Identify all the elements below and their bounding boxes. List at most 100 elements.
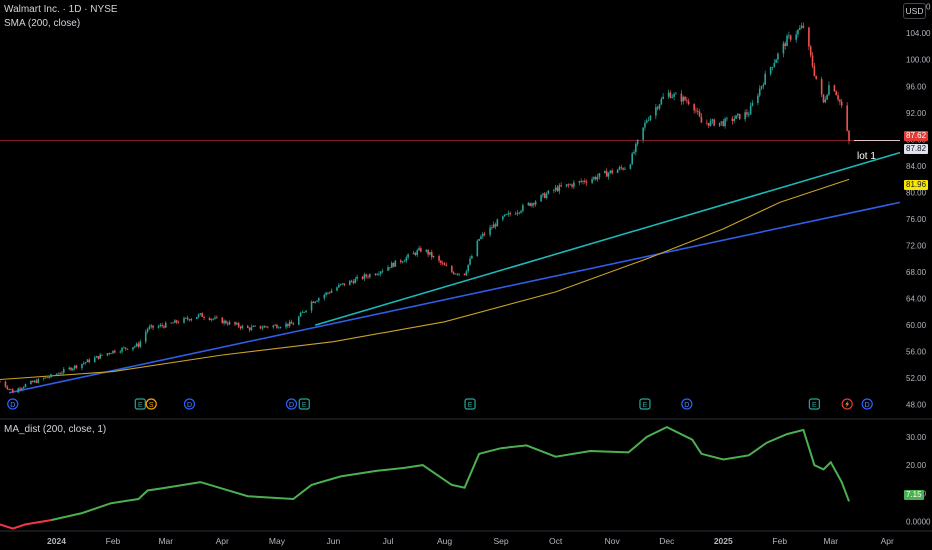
candle-body bbox=[148, 326, 151, 329]
trend-lines bbox=[0, 140, 901, 394]
currency-button[interactable]: USD bbox=[903, 3, 926, 19]
candle-body bbox=[341, 283, 344, 285]
candle-body bbox=[84, 362, 87, 364]
candle-body bbox=[611, 170, 613, 173]
sma-indicator-label[interactable]: SMA (200, close) bbox=[4, 18, 81, 29]
candle-body bbox=[596, 176, 599, 180]
candle-body bbox=[441, 262, 444, 264]
candle-body bbox=[99, 354, 102, 359]
candle-body bbox=[624, 168, 626, 170]
candle-body bbox=[718, 122, 721, 126]
candle-body bbox=[21, 388, 23, 390]
candle-body bbox=[31, 380, 34, 383]
lot-label: lot 1 bbox=[857, 151, 876, 162]
candle-body bbox=[594, 177, 597, 180]
candle-body bbox=[700, 116, 703, 123]
candle-body bbox=[534, 201, 537, 205]
candle-body bbox=[343, 283, 346, 286]
candle-body bbox=[387, 267, 389, 271]
candle-body bbox=[183, 317, 185, 323]
candle-body bbox=[571, 184, 573, 187]
candle-body bbox=[4, 381, 7, 387]
candle-body bbox=[789, 35, 792, 40]
candle-body bbox=[186, 317, 189, 320]
candle-body bbox=[59, 373, 61, 375]
current-price-tag: 87.62 bbox=[904, 131, 929, 141]
candle-body bbox=[139, 341, 142, 347]
earnings-icon-glyph: E bbox=[468, 402, 473, 409]
earnings-icon-glyph: E bbox=[138, 402, 143, 409]
candle-body bbox=[363, 274, 366, 279]
candle-body bbox=[467, 264, 470, 272]
candle-body bbox=[839, 99, 841, 102]
candle-body bbox=[707, 123, 710, 126]
earnings-icon bbox=[298, 398, 310, 410]
price-tick-label: 92.00 bbox=[906, 109, 927, 118]
candle-body bbox=[10, 388, 12, 390]
candle-body bbox=[762, 84, 765, 86]
candle-body bbox=[454, 273, 457, 275]
candle-body bbox=[749, 105, 752, 115]
candle-body bbox=[292, 323, 295, 325]
candle-body bbox=[556, 187, 559, 192]
candle-body bbox=[569, 184, 572, 186]
candle-body bbox=[8, 388, 10, 390]
candle-body bbox=[113, 350, 116, 353]
candle-body bbox=[744, 112, 746, 120]
candle-body bbox=[671, 96, 674, 98]
candle-body bbox=[327, 292, 329, 294]
candle-body bbox=[126, 348, 129, 350]
candle-body bbox=[301, 311, 304, 313]
candle-body bbox=[604, 170, 606, 174]
time-tick-label: 2024 bbox=[47, 536, 66, 546]
candle-body bbox=[662, 96, 664, 99]
candle-body bbox=[432, 256, 435, 258]
candle-body bbox=[152, 325, 154, 328]
time-tick-label: Jun bbox=[327, 536, 341, 546]
candle-body bbox=[438, 256, 440, 261]
candle-body bbox=[505, 214, 508, 216]
ma-dist-tick-label: 0.0000 bbox=[906, 518, 931, 527]
candle-body bbox=[288, 321, 291, 326]
candle-body bbox=[797, 29, 799, 35]
time-tick-label: Jul bbox=[383, 536, 394, 546]
candle-body bbox=[401, 261, 404, 263]
dividend-icon-glyph: D bbox=[10, 402, 15, 409]
candle-body bbox=[647, 119, 650, 121]
candle-body bbox=[379, 271, 382, 274]
candle-body bbox=[338, 284, 340, 288]
candle-body bbox=[440, 260, 442, 263]
candle-body bbox=[61, 372, 63, 374]
price-tick-label: 64.00 bbox=[906, 295, 927, 304]
candle-body bbox=[795, 34, 797, 40]
dividend-icon-glyph: D bbox=[187, 402, 192, 409]
candle-body bbox=[197, 314, 200, 318]
candle-body bbox=[254, 325, 256, 327]
sma-200-line bbox=[0, 178, 850, 381]
candle-body bbox=[591, 179, 593, 183]
candle-body bbox=[545, 193, 548, 199]
ma-dist-indicator-label[interactable]: MA_dist (200, close, 1) bbox=[4, 424, 107, 435]
candle-body bbox=[277, 327, 280, 329]
candle-body bbox=[35, 380, 38, 383]
candle-body bbox=[518, 212, 521, 214]
candle-body bbox=[429, 252, 431, 255]
candle-body bbox=[234, 321, 236, 325]
candle-body bbox=[378, 273, 380, 275]
candle-body bbox=[241, 325, 244, 329]
candle-body bbox=[354, 278, 357, 284]
candle-body bbox=[764, 73, 766, 85]
candle-body bbox=[720, 121, 723, 123]
candle-body bbox=[367, 276, 369, 278]
candle-body bbox=[323, 294, 326, 299]
candle-body bbox=[236, 323, 238, 325]
price-tick-label: 48.00 bbox=[906, 401, 927, 410]
dividend-icon bbox=[861, 398, 873, 410]
time-tick-label: Dec bbox=[659, 536, 675, 546]
candle-body bbox=[348, 280, 351, 286]
price-tick-label: 80.00 bbox=[906, 188, 927, 197]
candle-body bbox=[265, 326, 267, 328]
candle-body bbox=[88, 359, 91, 363]
